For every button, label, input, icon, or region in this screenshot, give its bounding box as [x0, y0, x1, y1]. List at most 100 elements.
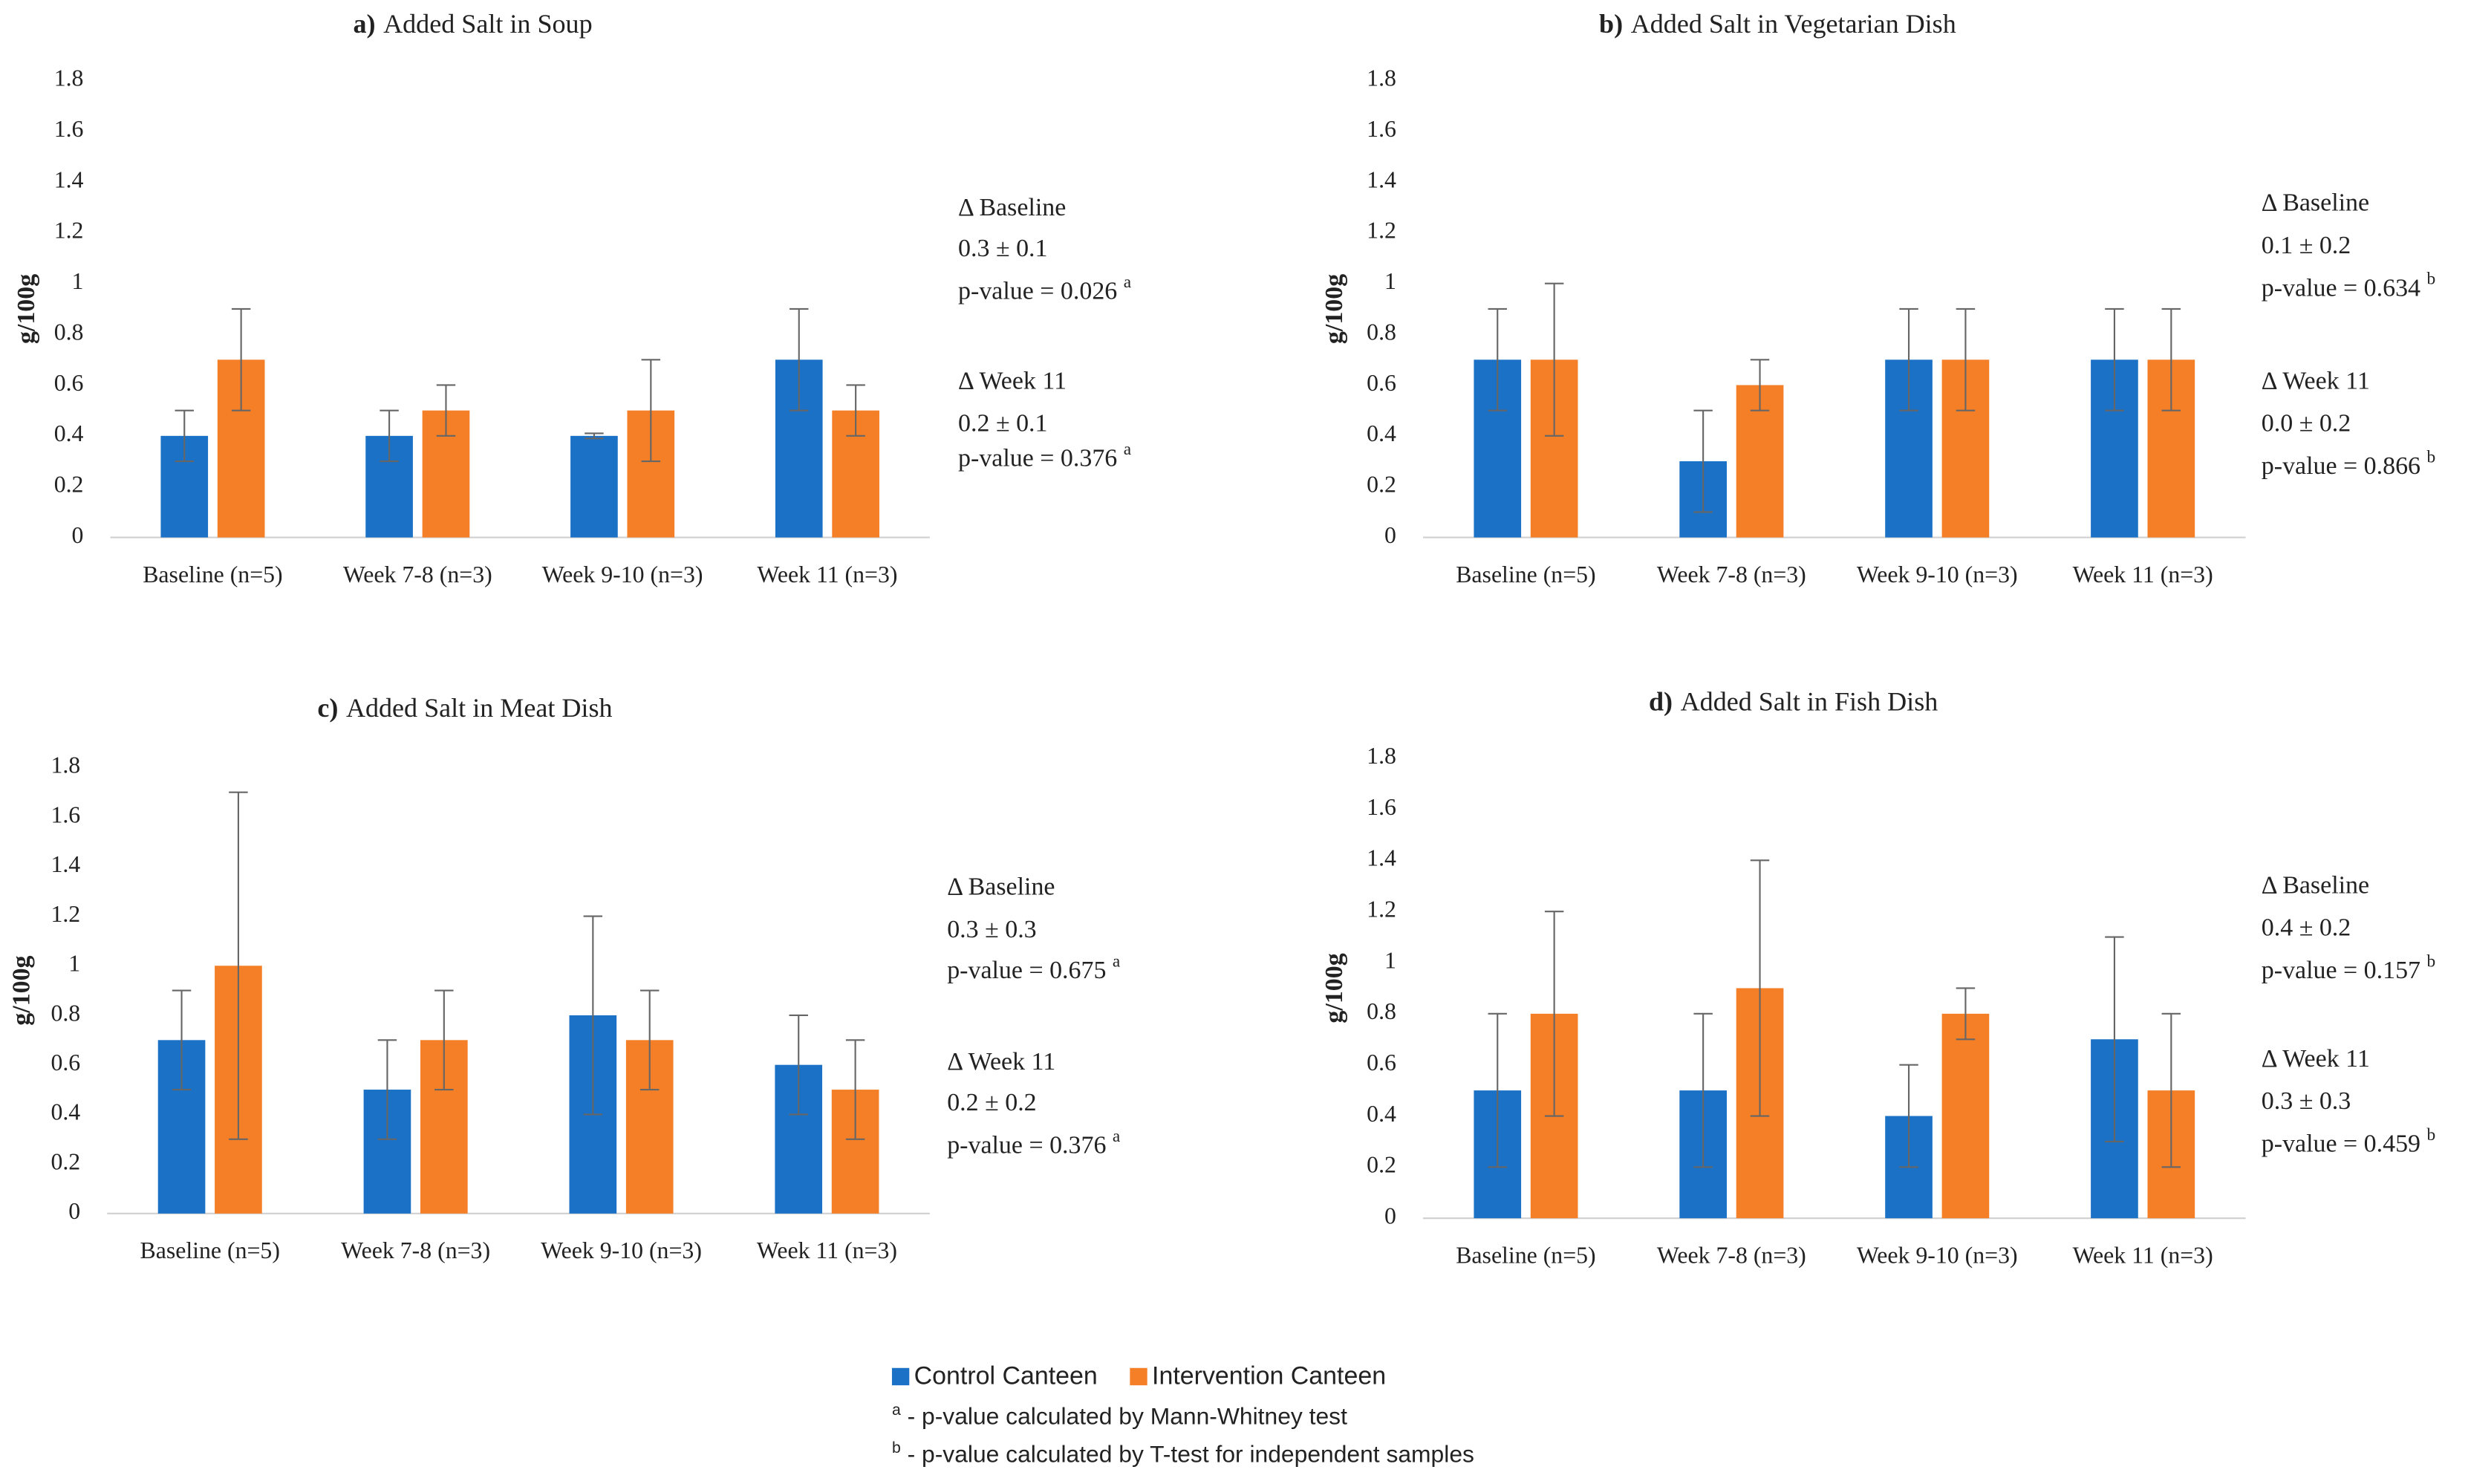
annotation-note: b: [2427, 448, 2436, 467]
x-tick-label: Week 11 (n=3): [757, 562, 897, 588]
x-tick-label: Week 11 (n=3): [2073, 562, 2213, 588]
annotation-note: b: [2427, 1125, 2436, 1145]
y-axis-label: g/100g: [1321, 274, 1348, 344]
y-tick-label: 1: [68, 951, 80, 977]
y-tick-label: 0.8: [1367, 319, 1396, 345]
y-tick-label: 1.2: [51, 901, 80, 927]
y-tick-label: 0.4: [54, 420, 84, 446]
annotation-label: Δ Week 11: [2262, 367, 2370, 394]
y-tick-label: 1.6: [1367, 116, 1396, 142]
annotation-p-text: p-value = 0.866: [2262, 452, 2420, 480]
y-tick-label: 0.2: [54, 472, 84, 498]
annotation-label: Δ Week 11: [958, 367, 1067, 394]
annotation-p-text: p-value = 0.376: [958, 444, 1117, 472]
y-tick-label: 1.4: [1367, 166, 1396, 192]
chart-title: c) Added Salt in Meat Dish: [317, 693, 612, 723]
annotation-diff: 0.3 ± 0.3: [2262, 1087, 2351, 1115]
annotation-p: p-value = 0.459 b: [2262, 1125, 2435, 1157]
footnote-text: - p-value calculated by T-test for indep…: [901, 1441, 1474, 1468]
annotation-p: p-value = 0.376 a: [947, 1127, 1121, 1159]
x-tick-label: Week 11 (n=3): [2073, 1243, 2213, 1269]
annotation-label: Δ Baseline: [947, 873, 1055, 901]
y-tick-label: 0.4: [51, 1099, 80, 1125]
annotation-diff: 0.4 ± 0.2: [2262, 914, 2351, 942]
legend-swatch: [891, 1367, 910, 1386]
y-tick-label: 1.2: [54, 218, 84, 244]
y-tick-label: 1.6: [54, 116, 84, 142]
annotation-label: Δ Baseline: [2262, 871, 2369, 899]
chart-title-text: Added Salt in Soup: [383, 9, 593, 39]
y-axis-label: g/100g: [8, 955, 36, 1025]
annotation-p: p-value = 0.026 a: [958, 273, 1132, 305]
y-tick-label: 0.2: [51, 1148, 80, 1174]
bar: [1941, 1013, 1990, 1219]
chart-label: d): [1649, 687, 1673, 717]
y-tick-label: 0.4: [1367, 420, 1396, 446]
chart-title-text: Added Salt in Meat Dish: [346, 693, 613, 723]
y-tick-label: 0: [68, 1198, 80, 1224]
legend-label: Intervention Canteen: [1152, 1361, 1386, 1390]
y-axis-label: g/100g: [13, 274, 40, 344]
chart-label: c): [317, 693, 338, 723]
x-tick-label: Baseline (n=5): [140, 1237, 280, 1263]
footnote-mark: b: [892, 1439, 901, 1457]
chart-title: b) Added Salt in Vegetarian Dish: [1599, 9, 1956, 39]
annotation-label: Δ Week 11: [947, 1048, 1055, 1075]
y-tick-label: 1: [72, 268, 84, 294]
y-tick-label: 0: [1384, 1203, 1396, 1229]
annotation-p-text: p-value = 0.026: [958, 277, 1117, 305]
x-tick-label: Week 9-10 (n=3): [1857, 1243, 2018, 1269]
x-tick-label: Week 11 (n=3): [757, 1237, 897, 1263]
annotation-p-text: p-value = 0.157: [2262, 957, 2420, 984]
annotation-note: a: [1113, 1127, 1121, 1146]
x-tick-label: Week 9-10 (n=3): [542, 562, 703, 588]
annotation-label: Δ Week 11: [2262, 1045, 2370, 1073]
annotation-p-text: p-value = 0.675: [947, 957, 1106, 984]
x-tick-label: Week 9-10 (n=3): [541, 1237, 702, 1263]
y-tick-label: 1.8: [1367, 743, 1396, 769]
y-tick-label: 0: [1384, 522, 1396, 548]
y-tick-label: 0.6: [1367, 370, 1396, 396]
y-tick-label: 0.8: [54, 319, 84, 345]
annotation-p-text: p-value = 0.634: [2262, 274, 2420, 302]
annotation-p: p-value = 0.634 b: [2262, 270, 2435, 302]
x-tick-label: Baseline (n=5): [1456, 1243, 1595, 1269]
y-tick-label: 1.4: [54, 166, 84, 192]
chart-title-text: Added Salt in Vegetarian Dish: [1631, 9, 1956, 39]
chart-label: a): [353, 9, 375, 39]
y-tick-label: 1: [1384, 947, 1396, 973]
annotation-diff: 0.3 ± 0.1: [958, 235, 1047, 262]
annotation-label: Δ Baseline: [2262, 189, 2369, 217]
annotation-label: Δ Baseline: [958, 194, 1066, 221]
annotation-p: p-value = 0.675 a: [947, 952, 1121, 984]
x-tick-label: Baseline (n=5): [1456, 562, 1595, 588]
legend-swatch: [1130, 1367, 1147, 1386]
x-tick-label: Week 7-8 (n=3): [1657, 1243, 1806, 1269]
y-tick-label: 0.4: [1367, 1101, 1396, 1127]
y-tick-label: 1.4: [51, 851, 80, 877]
y-tick-label: 1.8: [1367, 65, 1396, 91]
annotation-p: p-value = 0.866 b: [2262, 448, 2435, 480]
chart-label: b): [1599, 9, 1623, 39]
chart-title-text: Added Salt in Fish Dish: [1681, 687, 1938, 717]
y-tick-label: 1: [1384, 268, 1396, 294]
annotation-diff: 0.2 ± 0.2: [947, 1089, 1036, 1116]
annotation-p-text: p-value = 0.459: [2262, 1130, 2420, 1157]
y-tick-label: 1.6: [51, 801, 80, 827]
annotation-note: a: [1113, 952, 1121, 972]
y-tick-label: 0.6: [51, 1049, 80, 1075]
y-tick-label: 0.8: [51, 1000, 80, 1026]
annotation-diff: 0.2 ± 0.1: [958, 410, 1047, 437]
x-tick-label: Week 7-8 (n=3): [341, 1237, 490, 1263]
footnote: a - p-value calculated by Mann-Whitney t…: [892, 1402, 1347, 1430]
annotation-p: p-value = 0.376 a: [958, 440, 1132, 472]
annotation-note: b: [2427, 270, 2436, 289]
annotation-diff: 0.3 ± 0.3: [947, 916, 1036, 943]
x-tick-label: Week 7-8 (n=3): [343, 562, 492, 588]
legend-label: Control Canteen: [914, 1361, 1098, 1390]
y-tick-label: 0.2: [1367, 1152, 1396, 1178]
y-tick-label: 1.2: [1367, 218, 1396, 244]
annotation-p: p-value = 0.157 b: [2262, 952, 2435, 984]
footnote: b - p-value calculated by T-test for ind…: [892, 1439, 1474, 1468]
